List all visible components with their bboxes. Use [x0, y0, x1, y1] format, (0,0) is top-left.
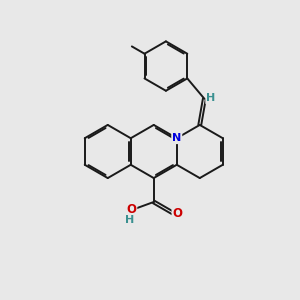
Text: H: H [206, 93, 215, 103]
Text: O: O [172, 207, 182, 220]
Text: N: N [172, 133, 182, 143]
Text: H: H [125, 215, 134, 225]
Text: O: O [126, 203, 136, 216]
